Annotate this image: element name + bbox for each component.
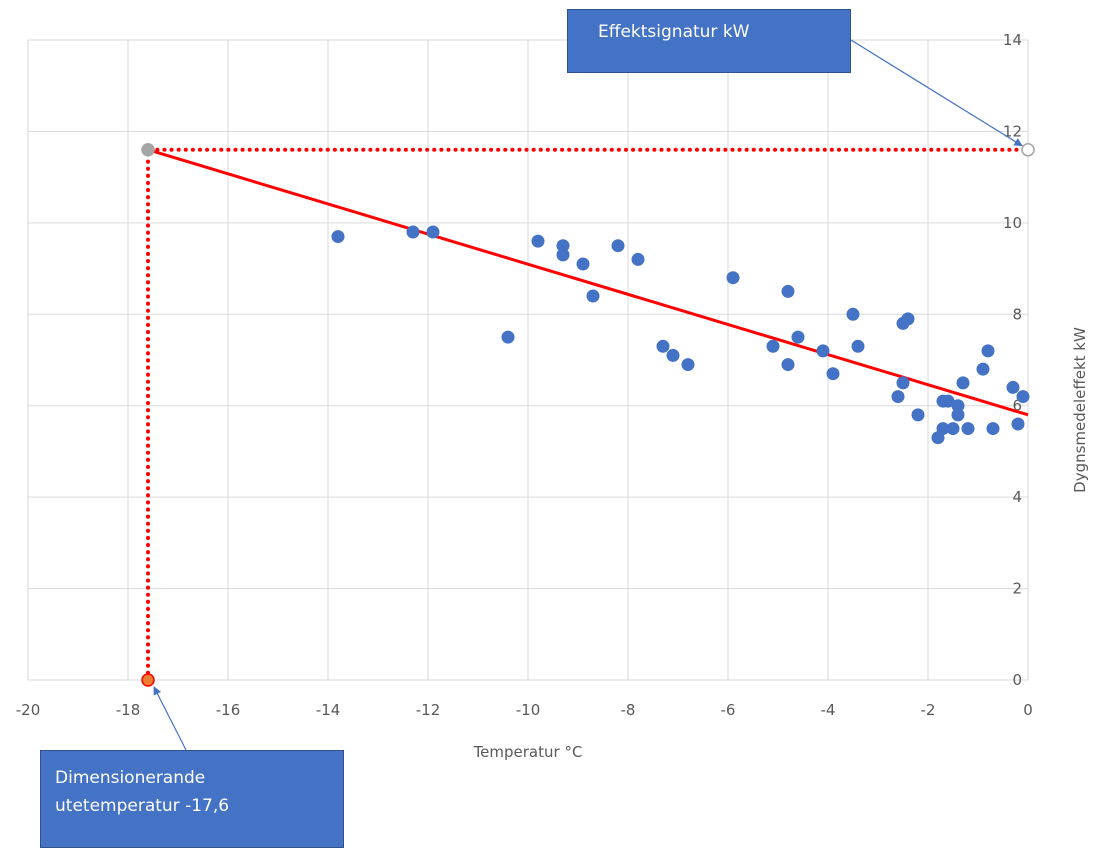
data-point	[586, 289, 600, 303]
data-point	[846, 307, 860, 321]
data-point	[766, 339, 780, 353]
x-tick-label: -18	[116, 701, 141, 719]
grid	[27, 39, 1029, 681]
key-marker	[141, 142, 155, 157]
data-point	[666, 348, 680, 362]
data-point	[976, 362, 990, 376]
callout-arrow-effektsignatur	[850, 39, 1023, 147]
data-point	[726, 271, 740, 285]
key-marker	[141, 673, 155, 687]
y-tick-label: 2	[1012, 580, 1022, 598]
dimensioning-guides	[146, 147, 1030, 682]
x-tick-label: -10	[516, 701, 541, 719]
data-point	[501, 330, 515, 344]
data-point	[826, 367, 840, 381]
data-point	[631, 252, 645, 266]
data-point	[896, 376, 910, 390]
data-point	[946, 422, 960, 436]
data-point	[331, 230, 345, 244]
x-tick-labels: -20 -18 -16 -14 -12 -10 -8 -6 -4 -2 0	[16, 701, 1033, 719]
data-point	[656, 339, 670, 353]
data-point	[956, 376, 970, 390]
x-tick-label: -8	[621, 701, 636, 719]
y-tick-label: 8	[1012, 305, 1022, 323]
trendline-segment	[147, 148, 1029, 417]
data-point	[911, 408, 925, 422]
data-point	[941, 394, 955, 408]
key-marker	[1021, 142, 1035, 157]
data-point	[851, 339, 865, 353]
x-tick-label: -14	[316, 701, 341, 719]
data-point	[901, 312, 915, 326]
data-point	[556, 239, 570, 253]
x-tick-label: -12	[416, 701, 441, 719]
x-tick-label: 0	[1023, 701, 1033, 719]
data-point	[1006, 380, 1020, 394]
data-point	[1016, 390, 1030, 404]
y-tick-label: 6	[1012, 397, 1022, 415]
x-axis-title: Temperatur °C	[473, 743, 583, 761]
data-point	[531, 234, 545, 248]
data-point	[681, 358, 695, 372]
callout-arrows	[153, 39, 1023, 751]
data-point	[961, 422, 975, 436]
callout-effektsignatur-text: Effektsignatur kW	[598, 22, 750, 42]
callout-dimensionerande-line-1: Dimensionerande	[55, 768, 206, 788]
data-points	[331, 225, 1030, 445]
y-tick-labels: 0 2 4 6 8 10 12 14	[1003, 31, 1022, 689]
data-point	[816, 344, 830, 358]
y-tick-label: 10	[1003, 214, 1022, 232]
trendline	[147, 148, 1029, 417]
callout-dimensionerande-line-2: utetemperatur -17,6	[55, 796, 230, 816]
y-tick-label: 12	[1003, 122, 1022, 140]
y-tick-label: 4	[1012, 488, 1022, 506]
data-point	[406, 225, 420, 239]
y-tick-label: 14	[1003, 31, 1022, 49]
data-point	[781, 284, 795, 298]
data-point	[611, 239, 625, 253]
y-axis-title: Dygnsmedeleffekt kW	[1071, 327, 1089, 493]
data-point	[1011, 417, 1025, 431]
x-tick-label: -16	[216, 701, 241, 719]
y-tick-label: 0	[1012, 671, 1022, 689]
data-point	[781, 358, 795, 372]
x-tick-label: -2	[921, 701, 936, 719]
data-point	[951, 399, 965, 413]
data-point	[891, 390, 905, 404]
x-tick-label: -20	[16, 701, 41, 719]
x-tick-label: -4	[821, 701, 836, 719]
callout-arrow-dimensionerande	[153, 686, 187, 751]
callout-effektsignatur: Effektsignatur kW	[567, 9, 851, 73]
data-point	[791, 330, 805, 344]
data-point	[981, 344, 995, 358]
data-point	[986, 422, 1000, 436]
data-point	[426, 225, 440, 239]
key-markers	[141, 142, 1035, 687]
data-point	[951, 408, 965, 422]
data-point	[576, 257, 590, 271]
x-tick-label: -6	[721, 701, 736, 719]
data-point	[936, 422, 950, 436]
data-point	[556, 248, 570, 262]
callout-dimensionerande: Dimensionerande utetemperatur -17,6	[40, 750, 344, 848]
dotted-guide-line	[146, 147, 1030, 682]
